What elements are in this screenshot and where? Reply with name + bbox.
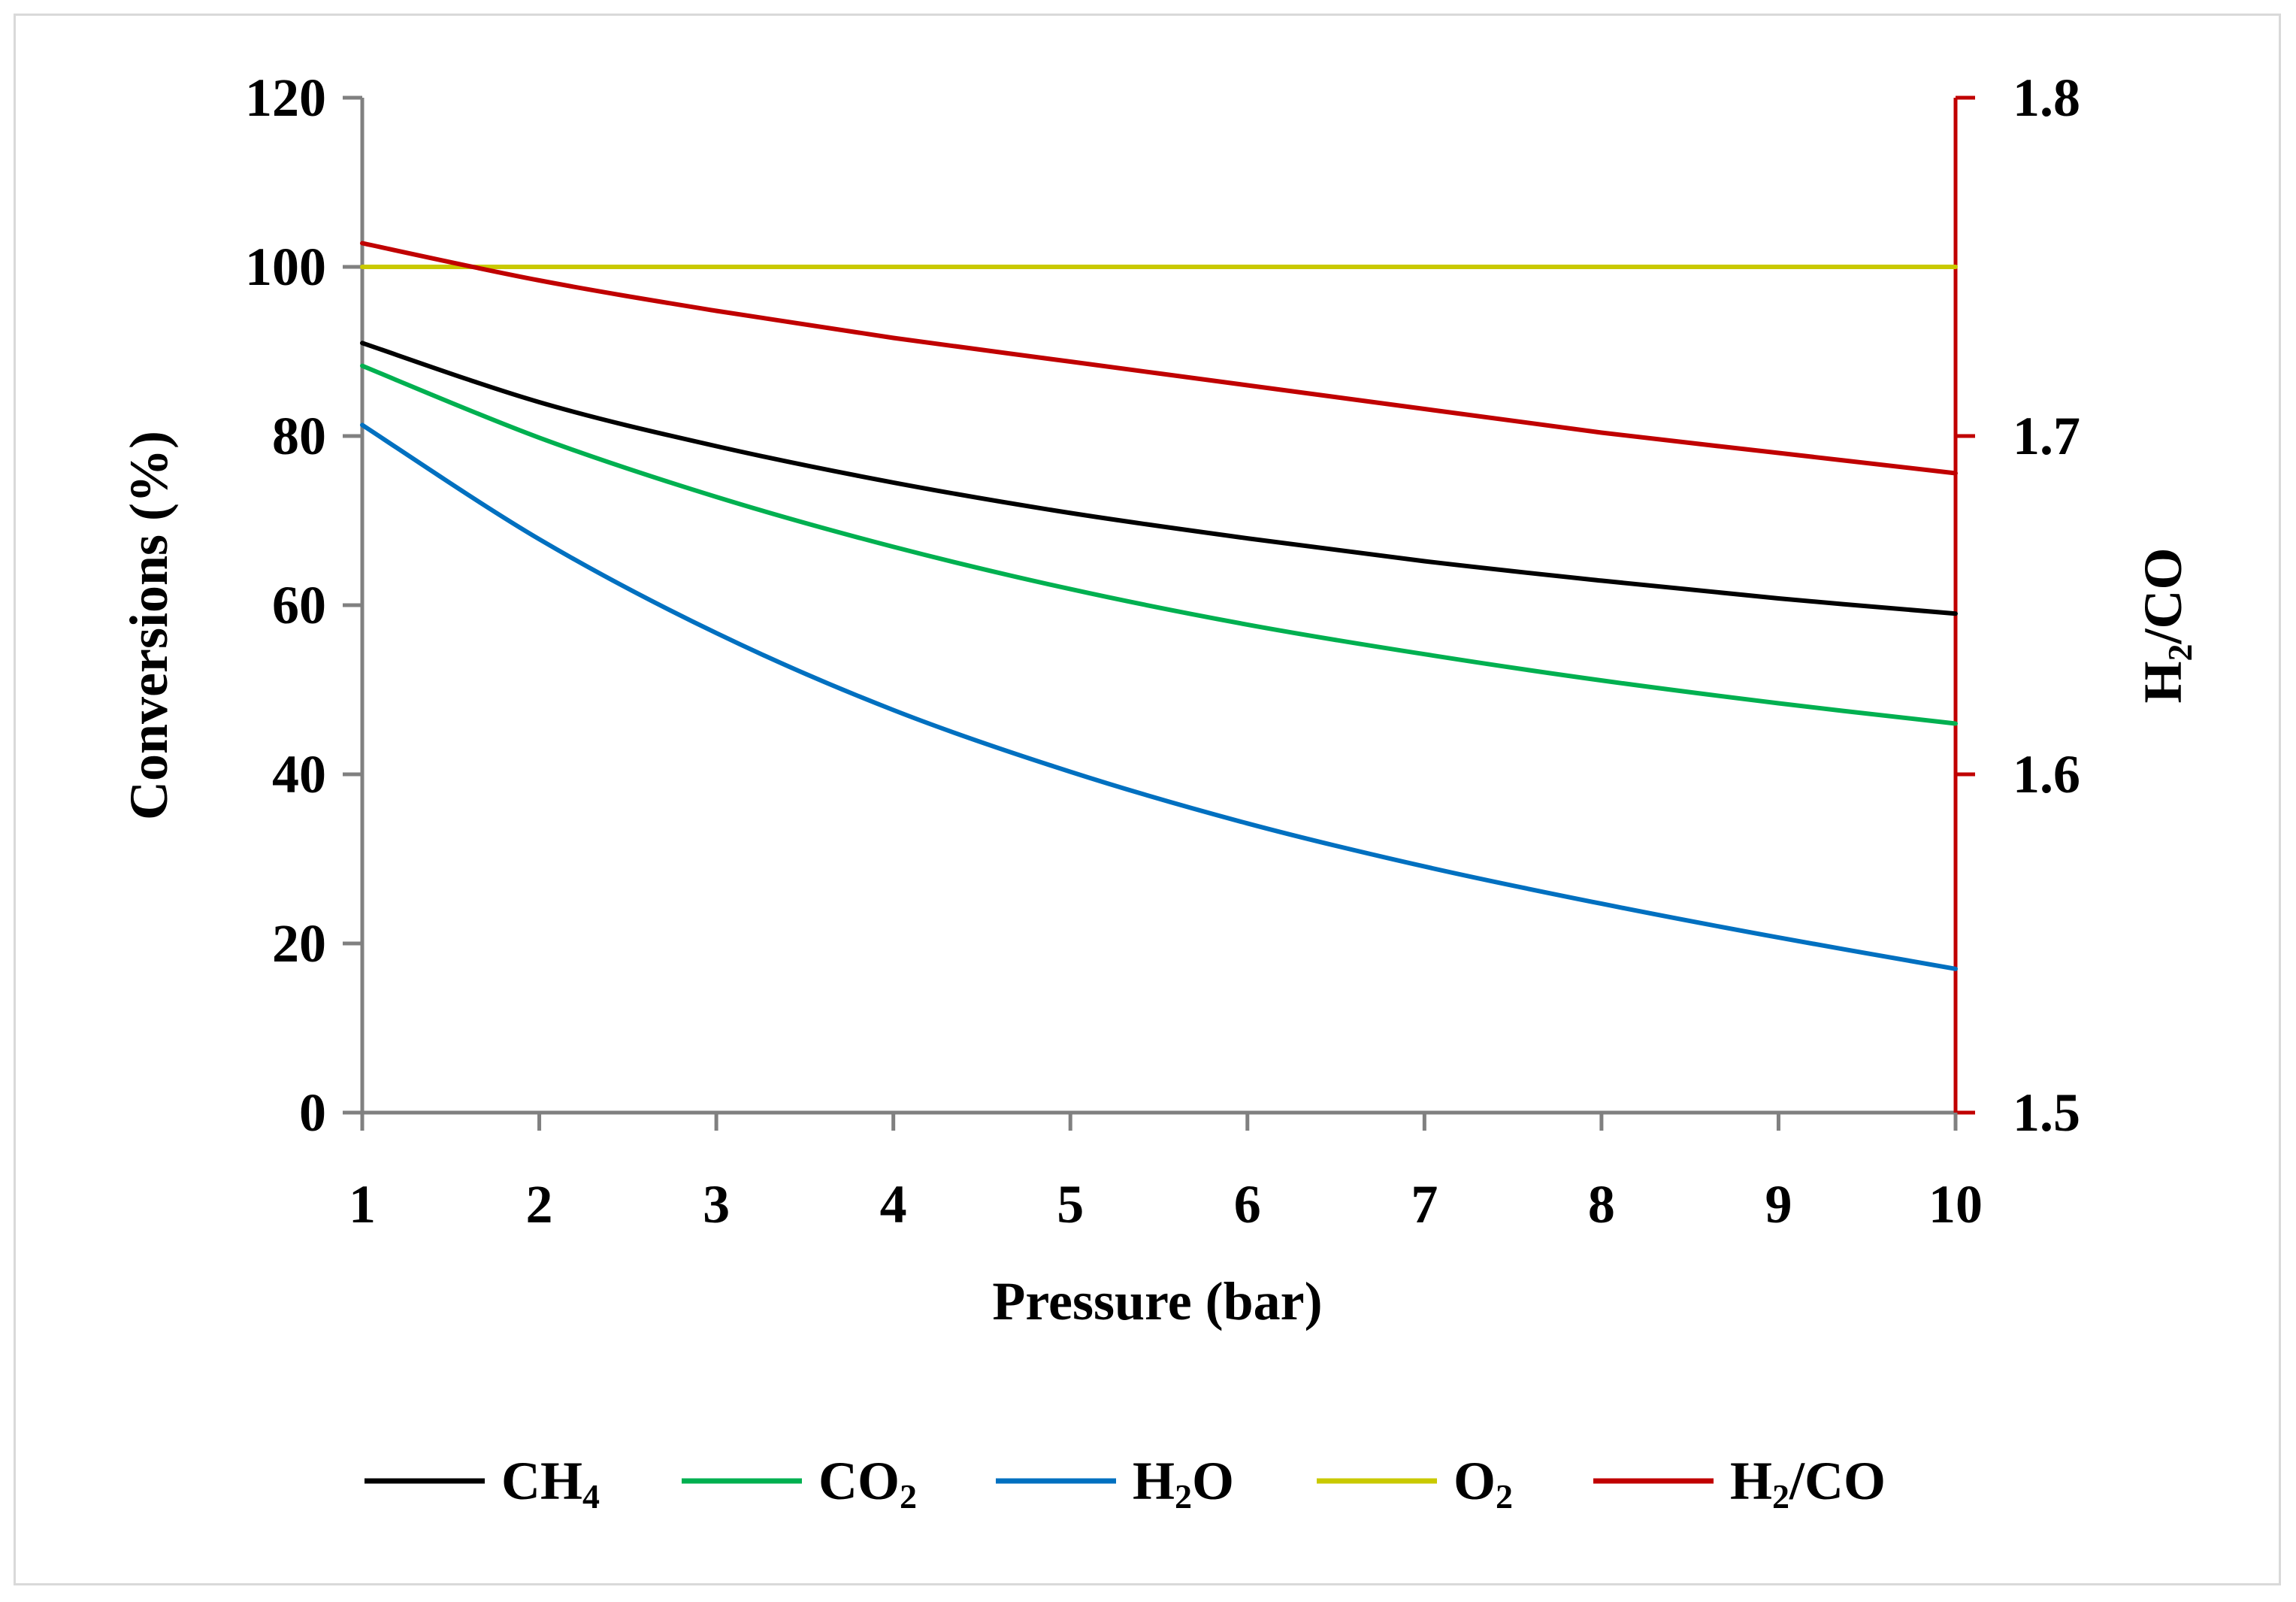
legend-label-co2: CO2 bbox=[818, 1451, 917, 1516]
x-tick-label: 9 bbox=[1765, 1174, 1792, 1234]
legend: CH4 CO2 H2O O2 H2/CO bbox=[365, 1451, 1886, 1516]
y-tick-label: 40 bbox=[272, 744, 326, 804]
series-line-ch4 bbox=[360, 341, 1958, 616]
x-tick-label: 7 bbox=[1411, 1174, 1438, 1234]
tick-labels: 0 20 40 60 80 100 120 1.5 1.6 1.7 1.8 1 2 3 4 5 6 7 8 9 10 bbox=[245, 68, 2080, 1234]
y2-tick-label: 1.8 bbox=[2013, 68, 2080, 128]
x-tick-label: 8 bbox=[1588, 1174, 1615, 1234]
y-tick-label: 100 bbox=[245, 237, 326, 297]
x-tick-label: 4 bbox=[880, 1174, 907, 1234]
y-tick-label: 20 bbox=[272, 913, 326, 974]
legend-label-o2: O2 bbox=[1454, 1451, 1513, 1516]
y-tick-label: 0 bbox=[299, 1083, 326, 1143]
chart-frame bbox=[14, 14, 2281, 1585]
x-tick-label: 2 bbox=[526, 1174, 553, 1234]
y-axis-title: Conversions (%) bbox=[119, 431, 179, 820]
x-tick-label: 6 bbox=[1234, 1174, 1261, 1234]
y-tick-label: 60 bbox=[272, 575, 326, 635]
series-lines bbox=[360, 241, 1958, 971]
y2-tick-label: 1.5 bbox=[2013, 1083, 2080, 1143]
y2-tick-label: 1.6 bbox=[2013, 744, 2080, 804]
y2-axis-title: H2/CO bbox=[2133, 547, 2199, 703]
y2-axis-title-tail: /CO bbox=[2133, 547, 2193, 644]
y2-axis-title-sub: 2 bbox=[2161, 644, 2199, 662]
legend-label-ch4: CH4 bbox=[501, 1451, 600, 1516]
x-axis-title: Pressure (bar) bbox=[992, 1271, 1322, 1331]
x-tick-label: 10 bbox=[1928, 1174, 1983, 1234]
y-tick-label: 80 bbox=[272, 406, 326, 466]
legend-label-h2o: H2O bbox=[1133, 1451, 1234, 1516]
x-tick-label: 3 bbox=[703, 1174, 730, 1234]
x-tick-label: 5 bbox=[1057, 1174, 1084, 1234]
legend-label-h2-co: H2/CO bbox=[1730, 1451, 1886, 1516]
y-tick-label: 120 bbox=[245, 68, 326, 128]
series-line-h2-co bbox=[360, 241, 1958, 476]
x-tick-label: 1 bbox=[349, 1174, 376, 1234]
series-line-co2 bbox=[360, 363, 1958, 726]
y2-tick-label: 1.7 bbox=[2013, 406, 2080, 466]
y2-axis-title-main: H bbox=[2133, 662, 2193, 704]
axes bbox=[343, 95, 1975, 1131]
series-line-h2o bbox=[360, 422, 1958, 971]
